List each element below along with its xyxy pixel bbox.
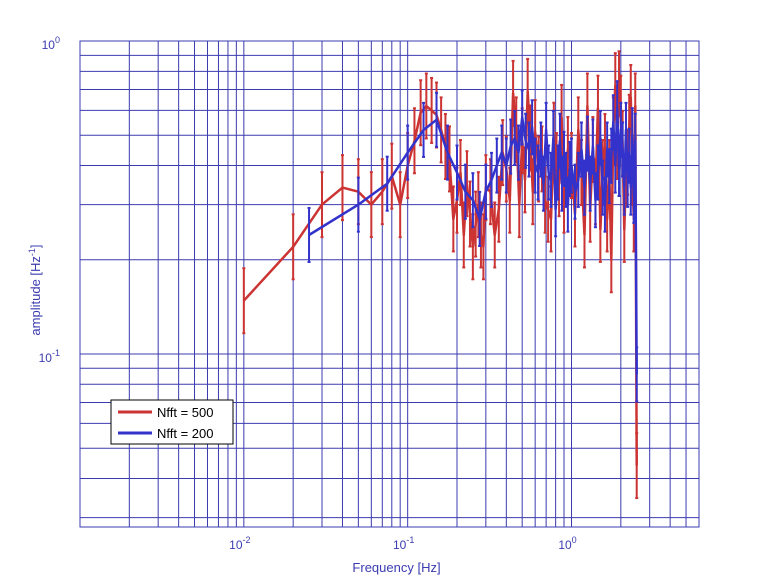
grid [79, 40, 700, 527]
x-tick-exponent: 0 [572, 535, 577, 545]
legend-label: Nfft = 500 [157, 405, 214, 420]
x-tick-label: 10-1 [393, 535, 414, 552]
series-line [242, 82, 638, 466]
y-tick-base: 10 [39, 351, 53, 365]
legend-box [110, 399, 234, 445]
y-tick-exponent: 0 [55, 35, 60, 45]
x-tick-exponent: -1 [406, 535, 414, 545]
x-tick-base: 10 [393, 538, 407, 552]
x-tick-label: 10-2 [229, 535, 250, 552]
y-tick-base: 10 [42, 38, 56, 52]
x-tick-base: 10 [229, 538, 243, 552]
y-tick-exponent: -1 [52, 348, 60, 358]
legend-label: Nfft = 200 [157, 426, 214, 441]
plot-frame [79, 40, 700, 528]
y-tick-label: 100 [42, 35, 60, 52]
y-axis-label-end: ] [28, 244, 43, 248]
x-axis-label: Frequency [Hz] [352, 560, 440, 575]
x-tick-label: 100 [558, 535, 576, 552]
series-layer [242, 50, 639, 500]
y-axis-label-main: amplitude [Hz [28, 256, 43, 335]
y-axis-label-superscript: -1 [27, 248, 37, 256]
series-line [308, 106, 638, 375]
x-tick-base: 10 [558, 538, 572, 552]
legend: Nfft = 500 Nfft = 200 [110, 399, 234, 445]
x-tick-exponent: -2 [243, 535, 251, 545]
y-tick-label: 10-1 [39, 348, 60, 365]
y-axis-label: amplitude [Hz-1] [27, 244, 43, 335]
series-nfft-200 [307, 80, 639, 403]
